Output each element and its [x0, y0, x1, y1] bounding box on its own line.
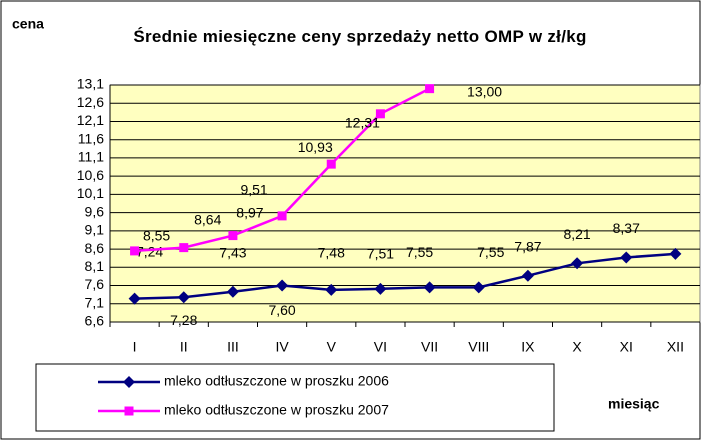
y-tick-label: 9,6 — [85, 203, 105, 219]
data-label: 7,28 — [170, 312, 197, 328]
data-label: 7,55 — [477, 244, 504, 260]
legend-marker — [124, 406, 134, 416]
y-tick-label: 11,6 — [78, 130, 104, 146]
data-label: 7,24 — [136, 243, 163, 259]
x-tick-label: XII — [667, 339, 684, 355]
y-tick-label: 8,6 — [85, 240, 105, 256]
legend-label: mleko odtłuszczone w proszku 2006 — [164, 373, 389, 389]
plot-area — [109, 84, 701, 323]
data-point — [179, 243, 189, 253]
data-label: 12,31 — [345, 115, 380, 131]
x-tick-label: VII — [421, 339, 438, 355]
y-tick-label: 13,1 — [77, 76, 104, 92]
x-tick-label: X — [572, 339, 582, 355]
data-point — [472, 281, 485, 294]
data-point — [571, 257, 584, 270]
data-label: 8,21 — [563, 226, 590, 242]
data-point — [375, 109, 385, 119]
y-tick-label: 12,1 — [77, 112, 104, 128]
data-label: 8,64 — [194, 211, 221, 227]
data-point — [326, 159, 336, 169]
y-tick-label: 11,1 — [78, 149, 104, 165]
data-point — [374, 282, 387, 295]
data-label: 8,97 — [236, 204, 263, 220]
y-tick-label: 8,1 — [85, 258, 105, 274]
data-point — [226, 285, 239, 298]
data-label: 9,51 — [240, 182, 267, 198]
data-label: 7,51 — [367, 246, 394, 262]
x-tick-label: V — [327, 339, 337, 355]
x-tick-label: I — [133, 339, 137, 355]
x-axis-label: miesiąc — [608, 396, 660, 412]
data-label: 7,48 — [318, 245, 345, 261]
y-axis-label: cena — [12, 16, 44, 32]
legend-label: mleko odtłuszczone w proszku 2007 — [164, 402, 389, 418]
x-tick-label: III — [227, 339, 239, 355]
data-label: 7,60 — [268, 302, 295, 318]
data-label: 7,43 — [219, 244, 246, 260]
data-point — [276, 279, 289, 292]
data-point — [177, 291, 190, 304]
data-point — [423, 281, 436, 294]
x-tick-label: VI — [374, 339, 387, 355]
x-tick-label: XI — [620, 339, 633, 355]
y-tick-label: 10,1 — [77, 185, 104, 201]
legend-marker — [123, 376, 135, 388]
data-point — [425, 84, 435, 94]
y-tick-label: 7,6 — [85, 276, 105, 292]
y-tick-label: 6,6 — [85, 313, 105, 329]
data-point — [130, 246, 140, 256]
data-label: 7,87 — [514, 238, 541, 254]
x-tick-label: IX — [521, 339, 535, 355]
data-label: 10,93 — [298, 139, 333, 155]
data-point — [128, 292, 141, 305]
y-tick-label: 9,1 — [85, 222, 105, 238]
data-label: 7,55 — [406, 244, 433, 260]
y-tick-label: 12,6 — [77, 94, 104, 110]
data-point — [277, 211, 287, 221]
x-tick-label: VIII — [468, 339, 489, 355]
data-point — [620, 251, 633, 264]
data-label: 13,00 — [467, 83, 502, 99]
data-point — [325, 283, 338, 296]
x-tick-label: IV — [275, 339, 289, 355]
series-line — [134, 252, 676, 300]
data-label: 8,37 — [613, 220, 640, 236]
y-tick-label: 10,6 — [77, 167, 104, 183]
data-point — [228, 231, 238, 241]
x-tick-label: II — [180, 339, 188, 355]
data-point — [521, 269, 534, 282]
legend-box — [35, 363, 555, 432]
data-point — [669, 247, 682, 260]
chart-title: Średnie miesięczne ceny sprzedaży netto … — [133, 27, 587, 46]
data-label: 8,55 — [143, 228, 170, 244]
y-tick-label: 7,1 — [85, 294, 105, 310]
